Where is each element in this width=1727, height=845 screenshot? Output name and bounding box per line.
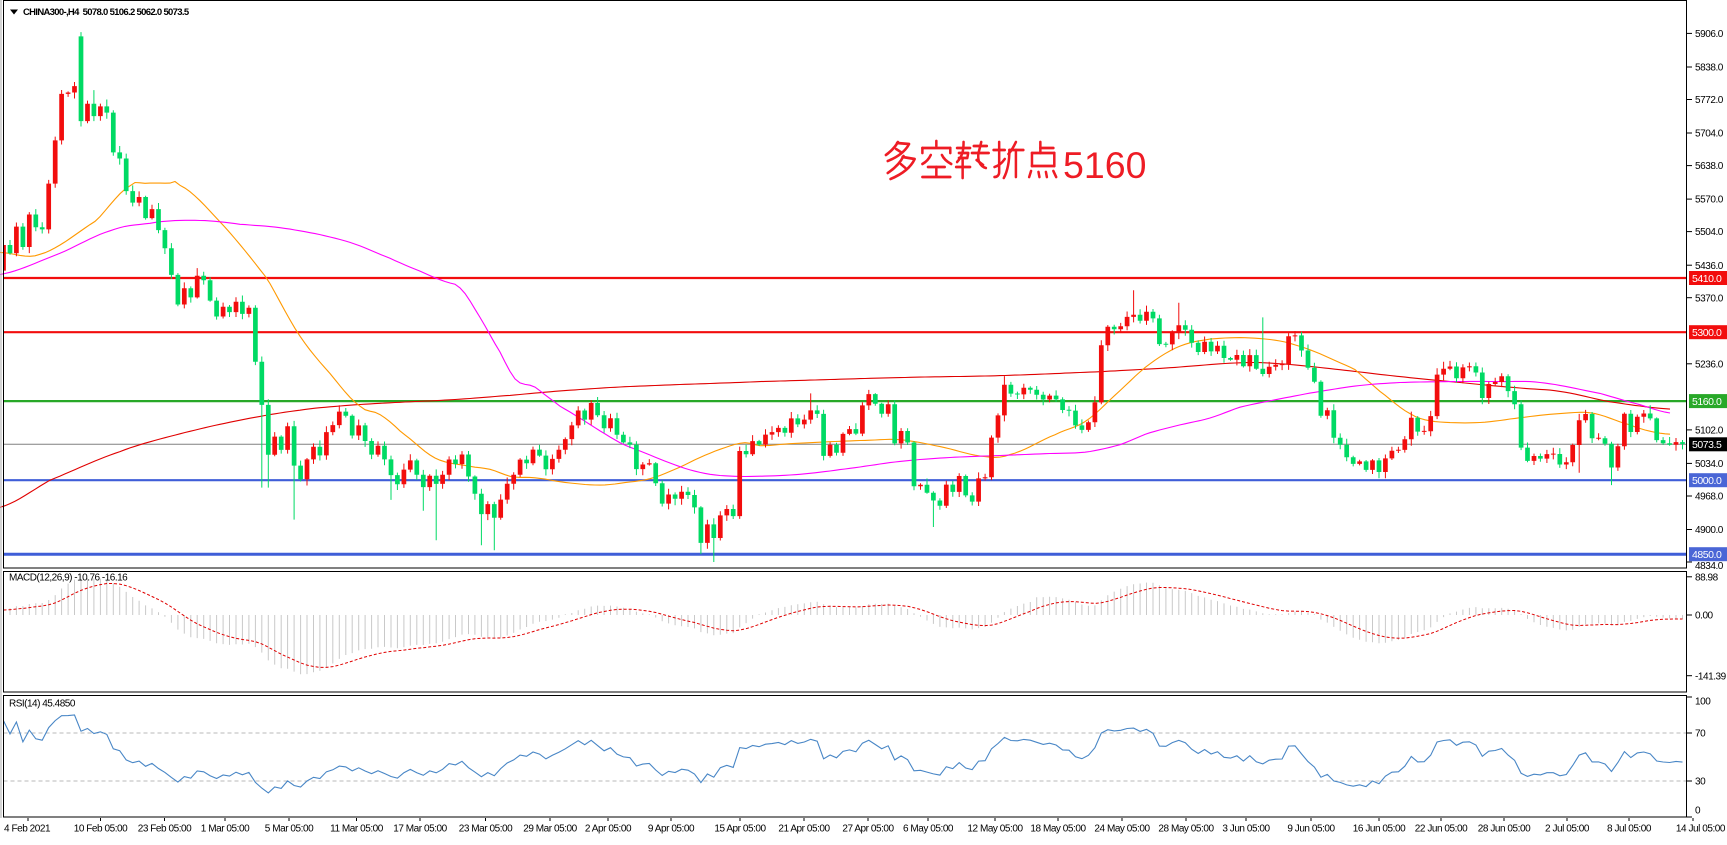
- svg-text:5160.0: 5160.0: [1692, 396, 1722, 408]
- svg-text:27 Apr 05:00: 27 Apr 05:00: [842, 824, 894, 835]
- svg-text:0: 0: [1695, 806, 1701, 817]
- svg-text:9 Apr 05:00: 9 Apr 05:00: [648, 824, 695, 835]
- svg-text:28 Jun 05:00: 28 Jun 05:00: [1478, 824, 1531, 835]
- svg-text:5704.0: 5704.0: [1695, 129, 1724, 140]
- svg-text:11 Mar 05:00: 11 Mar 05:00: [330, 824, 384, 835]
- svg-text:17 Mar 05:00: 17 Mar 05:00: [393, 824, 447, 835]
- svg-text:23 Feb 05:00: 23 Feb 05:00: [138, 824, 192, 835]
- svg-text:100: 100: [1695, 697, 1711, 708]
- svg-text:5160: 5160: [1063, 144, 1146, 186]
- svg-text:6 May 05:00: 6 May 05:00: [903, 824, 954, 835]
- svg-text:5000.0: 5000.0: [1692, 475, 1722, 487]
- svg-text:5436.0: 5436.0: [1695, 261, 1724, 272]
- svg-text:4 Feb 2021: 4 Feb 2021: [4, 824, 51, 835]
- svg-text:CHINA300-,H4 5078.0 5106.2 50: CHINA300-,H4 5078.0 5106.2 5062.0 5073.5: [23, 7, 190, 18]
- svg-text:5772.0: 5772.0: [1695, 95, 1724, 106]
- svg-text:2 Apr 05:00: 2 Apr 05:00: [585, 824, 632, 835]
- svg-text:5570.0: 5570.0: [1695, 195, 1724, 206]
- svg-text:21 Apr 05:00: 21 Apr 05:00: [778, 824, 830, 835]
- svg-text:MACD(12,26,9) -10.76 -16.16: MACD(12,26,9) -10.76 -16.16: [9, 573, 128, 584]
- svg-text:5638.0: 5638.0: [1695, 161, 1724, 172]
- svg-text:12 May 05:00: 12 May 05:00: [967, 824, 1023, 835]
- svg-text:88.98: 88.98: [1695, 572, 1719, 583]
- svg-text:30: 30: [1695, 777, 1706, 788]
- svg-text:70: 70: [1695, 729, 1706, 740]
- svg-text:2 Jul 05:00: 2 Jul 05:00: [1545, 824, 1590, 835]
- svg-text:4968.0: 4968.0: [1695, 492, 1724, 503]
- svg-text:5073.5: 5073.5: [1692, 439, 1722, 451]
- svg-text:5102.0: 5102.0: [1695, 426, 1724, 437]
- svg-text:28 May 05:00: 28 May 05:00: [1158, 824, 1214, 835]
- svg-text:29 Mar 05:00: 29 Mar 05:00: [523, 824, 577, 835]
- svg-text:4900.0: 4900.0: [1695, 525, 1724, 536]
- svg-text:23 Mar 05:00: 23 Mar 05:00: [459, 824, 513, 835]
- svg-text:9 Jun 05:00: 9 Jun 05:00: [1287, 824, 1335, 835]
- svg-text:5504.0: 5504.0: [1695, 227, 1724, 238]
- svg-text:4834.0: 4834.0: [1695, 561, 1724, 572]
- svg-text:5 Mar 05:00: 5 Mar 05:00: [265, 824, 314, 835]
- svg-text:3 Jun 05:00: 3 Jun 05:00: [1222, 824, 1270, 835]
- svg-text:22 Jun 05:00: 22 Jun 05:00: [1415, 824, 1468, 835]
- svg-text:4850.0: 4850.0: [1692, 549, 1722, 561]
- svg-text:0.00: 0.00: [1695, 611, 1714, 622]
- svg-text:18 May 05:00: 18 May 05:00: [1030, 824, 1086, 835]
- svg-text:5236.0: 5236.0: [1695, 359, 1724, 370]
- svg-text:5370.0: 5370.0: [1695, 293, 1724, 304]
- svg-text:RSI(14) 45.4850: RSI(14) 45.4850: [9, 699, 76, 710]
- svg-text:10 Feb 05:00: 10 Feb 05:00: [74, 824, 128, 835]
- svg-text:15 Apr 05:00: 15 Apr 05:00: [714, 824, 766, 835]
- svg-text:8 Jul 05:00: 8 Jul 05:00: [1607, 824, 1652, 835]
- svg-text:5300.0: 5300.0: [1692, 327, 1722, 339]
- svg-text:5906.0: 5906.0: [1695, 29, 1724, 40]
- svg-text:5410.0: 5410.0: [1692, 273, 1722, 285]
- svg-text:14 Jul 05:00: 14 Jul 05:00: [1676, 824, 1726, 835]
- svg-text:16 Jun 05:00: 16 Jun 05:00: [1353, 824, 1406, 835]
- svg-text:5838.0: 5838.0: [1695, 63, 1724, 74]
- svg-text:1 Mar 05:00: 1 Mar 05:00: [201, 824, 250, 835]
- svg-text:-141.39: -141.39: [1695, 671, 1727, 682]
- svg-text:5034.0: 5034.0: [1695, 459, 1724, 470]
- svg-text:24 May 05:00: 24 May 05:00: [1094, 824, 1150, 835]
